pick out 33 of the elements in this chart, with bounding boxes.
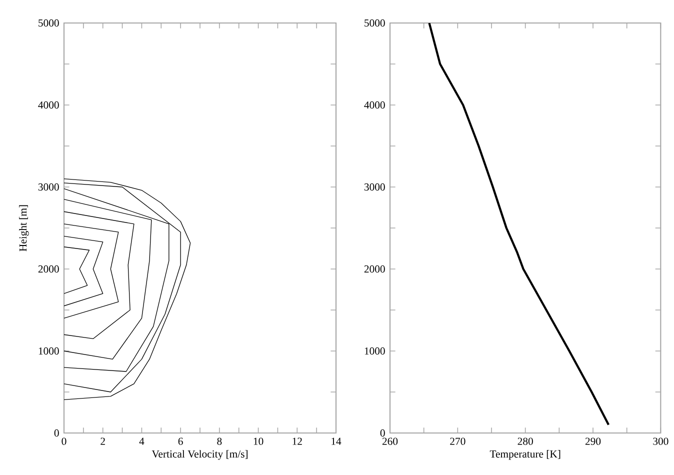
y-tick-label: 0	[54, 429, 59, 437]
line-series	[428, 23, 610, 426]
y-tick-label: 1000	[38, 347, 59, 355]
line-series	[64, 246, 90, 294]
x-tick-label: 4	[139, 438, 144, 445]
line-series	[64, 211, 134, 340]
x-tick-label: 300	[653, 438, 668, 445]
y-tick-label: 3000	[38, 183, 59, 191]
y-tick-label: 0	[380, 429, 385, 437]
y-tick-label: 2000	[364, 265, 385, 273]
x-tick-label: 260	[382, 438, 398, 445]
x-tick-label: 2	[100, 438, 105, 445]
x-tick-label: 8	[217, 438, 222, 445]
y-tick-label: 4000	[38, 101, 59, 109]
y-tick-label: 4000	[364, 101, 385, 109]
line-series	[64, 236, 104, 306]
y-tick-label: 2000	[38, 265, 59, 273]
y-tick-label: 5000	[38, 19, 59, 27]
x-tick-label: 280	[518, 438, 533, 445]
x-tick-label: 290	[585, 438, 601, 445]
line-series	[64, 224, 119, 319]
x-tick-label: 0	[62, 438, 66, 445]
y-axis-title: Height [m]	[19, 205, 29, 252]
x-axis-title: Vertical Velocity [m/s]	[152, 450, 248, 460]
x-tick-label: 14	[332, 438, 342, 445]
x-axis-title: Temperature [K]	[490, 450, 560, 460]
x-tick-label: 6	[178, 438, 183, 445]
y-tick-label: 1000	[364, 347, 385, 355]
x-tick-label: 10	[254, 438, 264, 445]
y-tick-label: 3000	[364, 183, 385, 191]
y-tick-label: 5000	[364, 19, 385, 27]
x-tick-label: 270	[450, 438, 466, 445]
x-tick-label: 12	[292, 438, 302, 445]
